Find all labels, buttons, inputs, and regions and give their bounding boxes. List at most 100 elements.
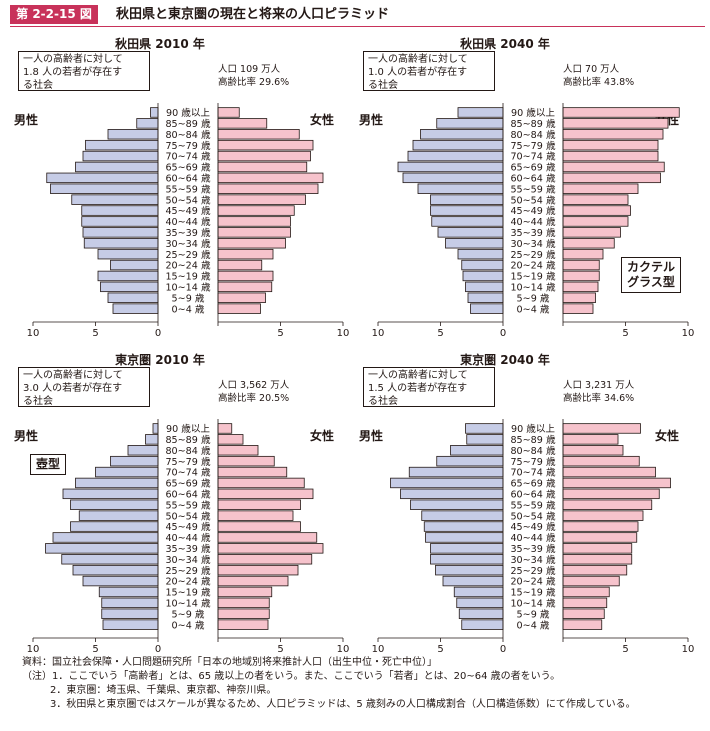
female-bar bbox=[217, 455, 275, 467]
ratio-note-line: る社会 bbox=[23, 396, 53, 407]
female-label: 女性 bbox=[655, 429, 680, 443]
female-bar bbox=[562, 499, 653, 510]
female-bar bbox=[562, 510, 644, 521]
age-group-label: 35~39 歳 bbox=[165, 227, 211, 239]
female-label: 女性 bbox=[310, 429, 335, 443]
female-bar bbox=[562, 597, 608, 609]
panel-title: 秋田県 2040 年 bbox=[460, 37, 550, 51]
male-bar bbox=[423, 521, 504, 532]
age-group-label: 40~44 歳 bbox=[165, 532, 211, 544]
age-group-label: 20~24 歳 bbox=[165, 576, 211, 588]
female-bar bbox=[562, 466, 656, 478]
pyramid-tokyo-2040: 東京圏 2040 年 一人の高齢者に対して 1.5 人の若者が存在す る社会 人… bbox=[355, 353, 695, 658]
male-bar bbox=[46, 172, 159, 184]
age-group-label: 90 歳以上 bbox=[511, 423, 555, 435]
male-bar bbox=[453, 586, 504, 598]
male-label: 男性 bbox=[359, 113, 384, 127]
female-bar bbox=[562, 292, 596, 303]
male-bar bbox=[397, 161, 504, 173]
axis-tick-label: 5 bbox=[437, 644, 443, 655]
male-bar bbox=[78, 510, 159, 521]
axis-tick-label: 5 bbox=[437, 328, 443, 339]
female-bar bbox=[562, 270, 600, 282]
axis-tick-label: 0 bbox=[500, 644, 506, 655]
female-bar bbox=[217, 564, 299, 576]
female-bar bbox=[562, 150, 659, 162]
female-bar bbox=[217, 150, 311, 162]
age-group-label: 70~74 歳 bbox=[510, 151, 556, 163]
male-bar bbox=[410, 499, 504, 510]
male-bar bbox=[75, 161, 159, 173]
male-bar bbox=[461, 619, 504, 630]
female-bar bbox=[217, 510, 294, 521]
age-group-label: 85~89 歳 bbox=[165, 434, 211, 446]
male-bar bbox=[82, 227, 159, 238]
female-bar bbox=[562, 455, 640, 467]
panel-title: 東京圏 2010 年 bbox=[115, 353, 205, 367]
male-bar bbox=[45, 543, 159, 554]
male-bar bbox=[83, 238, 159, 249]
male-bar bbox=[408, 466, 504, 478]
male-bar bbox=[150, 107, 159, 118]
female-bar bbox=[217, 129, 300, 140]
female-bar bbox=[562, 194, 629, 205]
female-bar bbox=[562, 608, 605, 619]
female-bar bbox=[217, 118, 268, 129]
male-bar bbox=[97, 270, 159, 282]
female-bar bbox=[217, 423, 233, 434]
female-bar bbox=[217, 183, 319, 194]
male-bar bbox=[390, 477, 504, 489]
age-group-label: 90 歳以上 bbox=[166, 107, 210, 119]
ratio-note-line: る社会 bbox=[368, 396, 398, 407]
age-group-label: 55~59 歳 bbox=[510, 183, 556, 195]
female-bar bbox=[217, 521, 301, 532]
male-bar bbox=[425, 532, 504, 543]
age-group-label: 15~19 歳 bbox=[165, 587, 211, 599]
age-group-label: 10~14 歳 bbox=[165, 597, 211, 609]
female-bar bbox=[562, 488, 660, 500]
female-bar bbox=[217, 292, 266, 303]
age-group-label: 5~9 歳 bbox=[517, 608, 550, 620]
age-group-label: 50~54 歳 bbox=[165, 510, 211, 522]
figure-label: 第 2-2-15 図 bbox=[10, 5, 98, 24]
female-bar bbox=[217, 205, 295, 216]
age-group-label: 50~54 歳 bbox=[510, 510, 556, 522]
male-bar bbox=[412, 139, 504, 151]
age-group-label: 30~34 歳 bbox=[165, 554, 211, 566]
female-bar bbox=[217, 238, 286, 249]
female-bar bbox=[562, 238, 615, 249]
male-bar bbox=[70, 521, 159, 532]
female-bar bbox=[217, 466, 288, 478]
female-bar bbox=[562, 521, 639, 532]
male-bar bbox=[467, 292, 504, 303]
male-bar bbox=[402, 172, 504, 184]
age-group-label: 25~29 歳 bbox=[165, 565, 211, 577]
axis-tick-label: 10 bbox=[337, 328, 350, 339]
male-bar bbox=[52, 532, 159, 543]
female-bar bbox=[562, 554, 633, 565]
ratio-note-box: 一人の高齢者に対して 1.5 人の若者が存在す る社会 bbox=[363, 367, 495, 407]
male-bar bbox=[470, 303, 504, 314]
age-group-label: 15~19 歳 bbox=[510, 587, 556, 599]
male-bar bbox=[450, 445, 504, 456]
pyramid-chart: 0~4 歳5~9 歳10~14 歳15~19 歳20~24 歳25~29 歳30… bbox=[372, 419, 694, 655]
footnote-1: （注）1．ここでいう「高齢者」とは、65 歳以上の者をいう。また、ここでいう「若… bbox=[22, 671, 561, 682]
ratio-note-box: 一人の高齢者に対して 3.0 人の若者が存在す る社会 bbox=[18, 367, 150, 407]
pyramid-type-label: 壺型 bbox=[30, 454, 67, 475]
figure-header: 第 2-2-15 図 秋田県と東京圏の現在と将来の人口ピラミッド bbox=[10, 5, 705, 27]
age-group-label: 15~19 歳 bbox=[510, 271, 556, 283]
female-bar bbox=[562, 423, 641, 434]
ratio-note-line: 一人の高齢者に対して bbox=[23, 54, 123, 65]
age-group-label: 65~69 歳 bbox=[165, 478, 211, 490]
female-bar bbox=[217, 434, 244, 445]
axis-tick-label: 10 bbox=[27, 644, 40, 655]
male-bar bbox=[98, 586, 159, 598]
female-bar bbox=[562, 532, 638, 543]
axis-tick-label: 5 bbox=[277, 644, 283, 655]
axis-tick-label: 10 bbox=[372, 644, 385, 655]
age-group-label: 25~29 歳 bbox=[510, 565, 556, 577]
ratio-note-line: 一人の高齢者に対して bbox=[368, 370, 468, 381]
male-bar bbox=[101, 608, 159, 619]
male-bar bbox=[145, 434, 159, 445]
male-bar bbox=[456, 597, 504, 609]
